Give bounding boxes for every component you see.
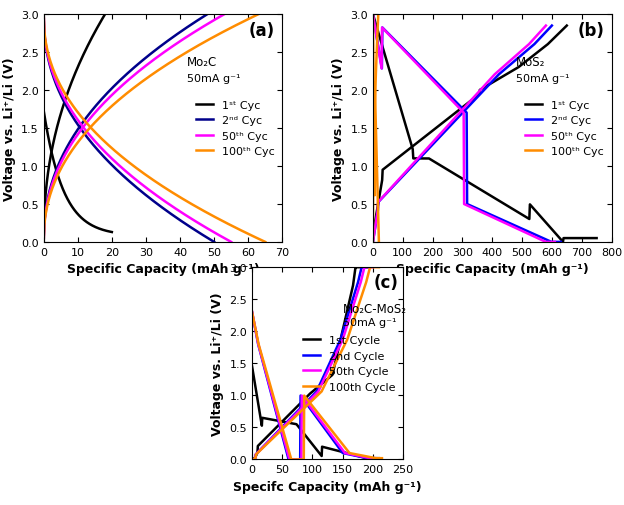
Text: 50mA g⁻¹: 50mA g⁻¹ [187,74,240,84]
Legend: 1st Cycle, 2nd Cycle, 50th Cycle, 100th Cycle: 1st Cycle, 2nd Cycle, 50th Cycle, 100th … [299,331,400,396]
X-axis label: Specific Capacity (mAh g⁻¹): Specific Capacity (mAh g⁻¹) [396,263,588,276]
Text: MoS₂: MoS₂ [516,56,545,69]
Text: (b): (b) [577,22,605,40]
Legend: 1ˢᵗ Cyc, 2ⁿᵈ Cyc, 50ᵗʰ Cyc, 100ᵗʰ Cyc: 1ˢᵗ Cyc, 2ⁿᵈ Cyc, 50ᵗʰ Cyc, 100ᵗʰ Cyc [521,96,608,162]
Text: (a): (a) [249,22,275,40]
Y-axis label: Voltage vs. Li⁺/Li (V): Voltage vs. Li⁺/Li (V) [332,57,345,200]
Text: Mo₂C: Mo₂C [187,56,217,69]
Legend: 1ˢᵗ Cyc, 2ⁿᵈ Cyc, 50ᵗʰ Cyc, 100ᵗʰ Cyc: 1ˢᵗ Cyc, 2ⁿᵈ Cyc, 50ᵗʰ Cyc, 100ᵗʰ Cyc [192,96,279,162]
Text: (c): (c) [374,273,399,291]
Text: Mo₂C-MoS₂: Mo₂C-MoS₂ [343,302,407,315]
Text: 50mA g⁻¹: 50mA g⁻¹ [343,318,396,328]
Y-axis label: Voltage vs. Li⁺/Li (V): Voltage vs. Li⁺/Li (V) [211,292,224,435]
X-axis label: Specifc Capacity (mAh g⁻¹): Specifc Capacity (mAh g⁻¹) [233,480,422,493]
Text: 50mA g⁻¹: 50mA g⁻¹ [516,74,570,84]
Y-axis label: Voltage vs. Li⁺/Li (V): Voltage vs. Li⁺/Li (V) [2,57,16,200]
X-axis label: Specific Capacity (mAh g⁻¹): Specific Capacity (mAh g⁻¹) [67,263,260,276]
